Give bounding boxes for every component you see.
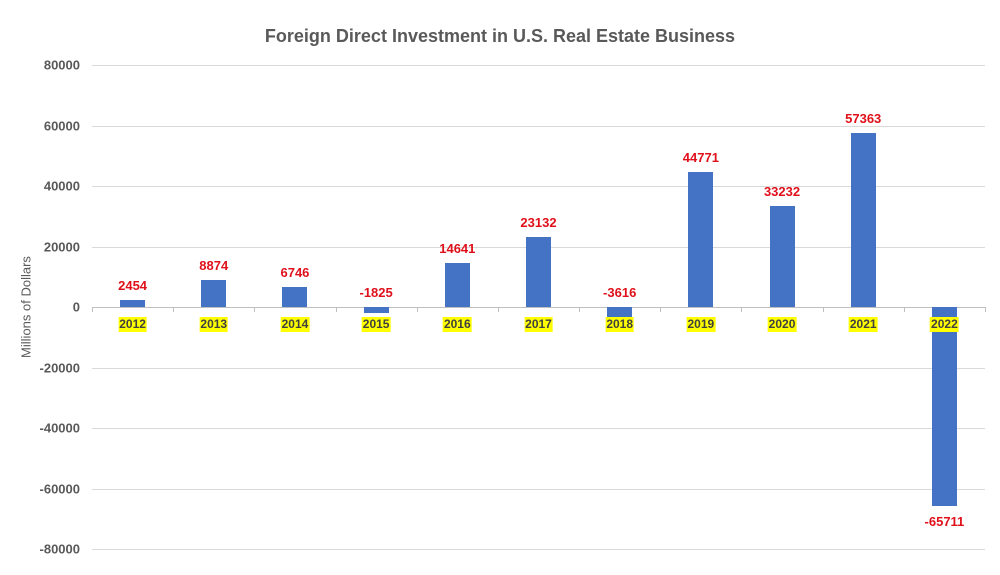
gridline: [92, 368, 985, 369]
bar-2022: [931, 307, 957, 506]
x-category-label: 2015: [361, 317, 391, 332]
x-tick-mark: [254, 307, 255, 312]
y-tick-label: -80000: [39, 541, 80, 557]
chart-title: Foreign Direct Investment in U.S. Real E…: [264, 26, 736, 46]
gridline: [92, 428, 985, 429]
x-tick-mark: [579, 307, 580, 312]
bar-2016: [444, 262, 470, 307]
y-tick-label: 60000: [43, 118, 80, 133]
x-category-label: 2017: [524, 317, 553, 332]
x-tick-mark: [741, 307, 742, 312]
data-label: 8874: [199, 258, 229, 274]
x-tick-mark: [173, 307, 174, 312]
bar-2012: [120, 299, 146, 307]
gridline: [92, 65, 985, 66]
x-tick-mark: [92, 307, 93, 312]
gridline: [92, 307, 985, 308]
data-label: -1825: [359, 285, 393, 300]
x-category-label: 2013: [199, 317, 229, 332]
bar-2014: [282, 286, 308, 307]
gridline: [92, 186, 985, 187]
y-tick-label: 0: [72, 299, 80, 315]
gridline: [92, 126, 985, 127]
y-tick-label: -60000: [39, 481, 80, 496]
bar-2018: [607, 307, 633, 318]
bar-2015: [363, 307, 389, 313]
y-tick-label: -40000: [39, 420, 80, 436]
gridline: [92, 489, 985, 490]
bar-2021: [850, 133, 876, 307]
bar-2017: [526, 237, 551, 307]
x-category-label: 2020: [767, 317, 797, 332]
data-label: 57363: [845, 111, 882, 127]
gridline: [92, 549, 985, 550]
data-label: -3616: [603, 285, 637, 300]
data-label: -65711: [924, 513, 965, 529]
data-label: 2454: [118, 277, 148, 293]
x-category-label: 2016: [442, 317, 472, 332]
x-category-label: 2022: [930, 317, 959, 332]
data-label: 44771: [682, 149, 719, 165]
y-tick-label: 80000: [43, 57, 80, 73]
data-label: 14641: [439, 240, 476, 256]
y-tick-label: 20000: [43, 239, 80, 254]
x-tick-mark: [417, 307, 418, 312]
data-label: 33232: [763, 184, 801, 200]
x-tick-mark: [904, 307, 905, 312]
x-category-label: 2014: [280, 317, 310, 332]
x-category-label: 2018: [605, 317, 635, 332]
x-tick-mark: [985, 307, 986, 312]
x-category-label: 2012: [118, 317, 147, 332]
x-category-label: 2019: [686, 317, 716, 332]
bar-2020: [769, 206, 795, 307]
y-tick-label: 40000: [43, 178, 80, 194]
y-tick-label: -20000: [39, 360, 80, 375]
y-axis-label: Millions of Dollars: [18, 256, 34, 358]
data-label: 6746: [280, 264, 310, 280]
x-tick-mark: [660, 307, 661, 312]
bar-2019: [688, 171, 714, 307]
x-tick-mark: [823, 307, 824, 312]
x-tick-mark: [498, 307, 499, 312]
x-tick-mark: [336, 307, 337, 312]
x-category-label: 2021: [848, 317, 878, 332]
data-label: 23132: [520, 215, 557, 231]
bar-2013: [201, 280, 227, 307]
